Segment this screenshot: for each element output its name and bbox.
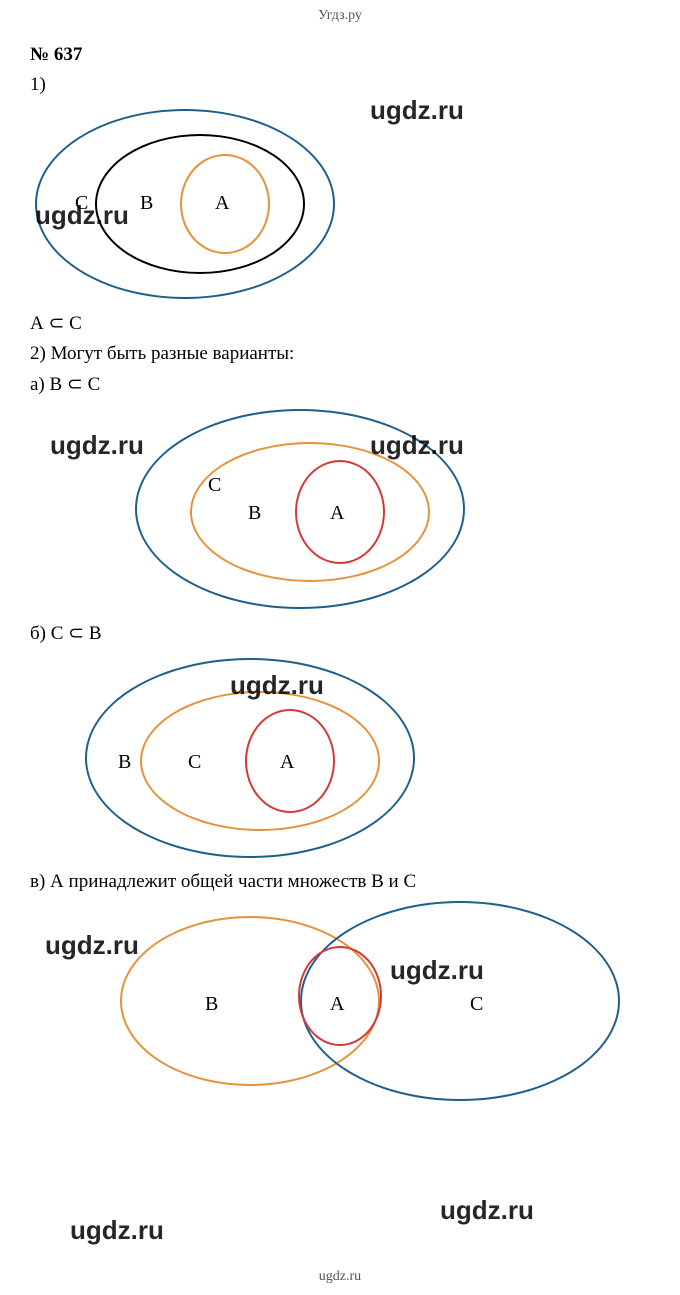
part-1-conclusion: А ⊂ С (30, 312, 650, 335)
set-label: А (215, 192, 229, 215)
watermark: ugdz.ru (440, 1195, 534, 1226)
site-header: Угдз.ру (30, 0, 650, 24)
diagram-2a: С В А (120, 404, 480, 614)
part-2b-label: б) С ⊂ В (30, 622, 650, 645)
part-1-label: 1) (30, 74, 650, 96)
part-2a-label: а) В ⊂ С (30, 373, 650, 396)
set-label: С (208, 474, 221, 497)
set-label: В (205, 993, 218, 1016)
set-label: В (248, 502, 261, 525)
problem-number: № 637 (30, 44, 650, 66)
set-label: В (140, 192, 153, 215)
set-label: С (75, 192, 88, 215)
set-label: А (330, 993, 344, 1016)
diagram-1: СВА (30, 104, 340, 304)
part-2c-label: в) А принадлежит общей части множеств В … (30, 871, 650, 893)
set-label: В (118, 751, 131, 774)
site-footer: ugdz.ru (0, 1269, 680, 1285)
part-2-intro: 2) Могут быть разные варианты: (30, 343, 650, 365)
set-label: С (470, 993, 483, 1016)
set-label: А (280, 751, 294, 774)
diagram-2b: ВСА (70, 653, 430, 863)
set-label: С (188, 751, 201, 774)
watermark: ugdz.ru (70, 1215, 164, 1246)
watermark: ugdz.ru (370, 95, 464, 126)
diagram-2c: ВАС (100, 901, 620, 1101)
set-label: А (330, 502, 344, 525)
